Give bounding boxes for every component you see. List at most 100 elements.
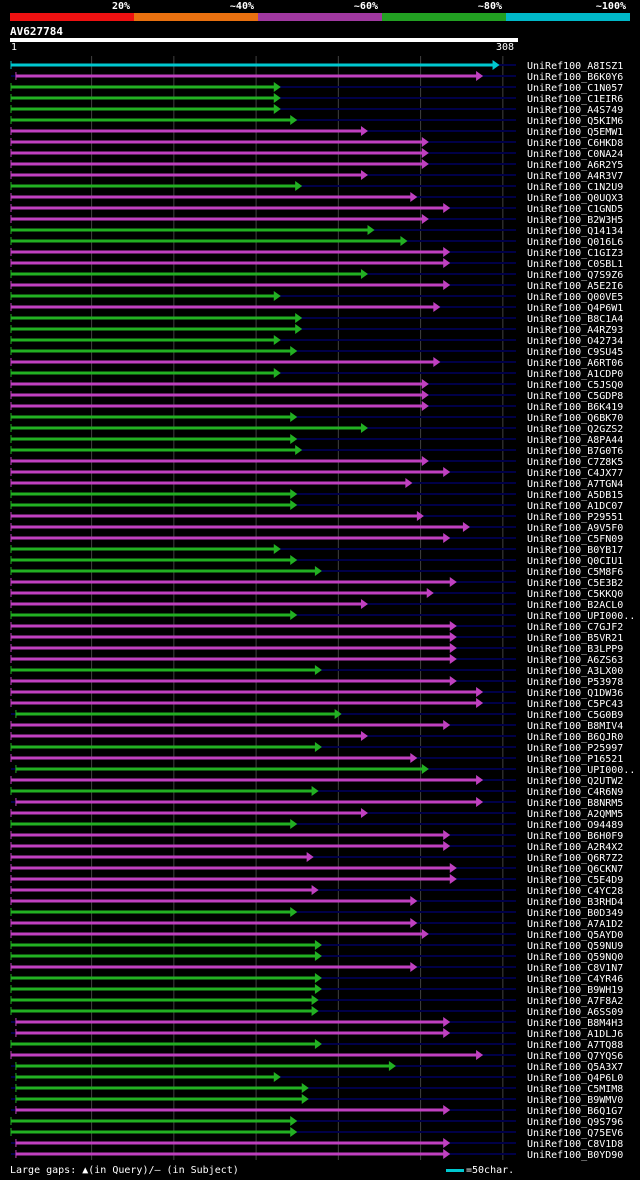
hit-arrow bbox=[290, 1116, 298, 1126]
hit-arrow bbox=[290, 412, 298, 422]
hit-label: UniRef100_B2W3H5 bbox=[527, 215, 623, 226]
hit-arrow bbox=[410, 192, 418, 202]
hit-arrow bbox=[295, 313, 303, 323]
hit-arrow bbox=[367, 225, 375, 235]
hit-arrow bbox=[421, 159, 429, 169]
hit-arrow bbox=[476, 1050, 484, 1060]
hit-arrow bbox=[290, 346, 298, 356]
hit-arrow bbox=[295, 324, 303, 334]
hit-arrow bbox=[301, 1083, 309, 1093]
hit-label: UniRef100_A2R4X2 bbox=[527, 842, 623, 853]
legend-label: ~100% bbox=[595, 1, 626, 12]
hit-label: UniRef100_B7G0T6 bbox=[527, 446, 623, 457]
hit-label: UniRef100_Q6BK70 bbox=[527, 413, 623, 424]
hit-label: UniRef100_C4YC28 bbox=[527, 886, 623, 897]
hit-arrow bbox=[476, 698, 484, 708]
query-bar bbox=[10, 38, 518, 42]
legend-swatch bbox=[382, 13, 506, 21]
hit-label: UniRef100_C0SBL1 bbox=[527, 259, 623, 270]
hit-arrow bbox=[360, 423, 368, 433]
hit-arrow bbox=[273, 335, 281, 345]
hit-arrow bbox=[449, 577, 457, 587]
hit-label: UniRef100_A5DB15 bbox=[527, 490, 623, 501]
hit-label: UniRef100_C5JSQ0 bbox=[527, 380, 623, 391]
hit-label: UniRef100_C8V1D8 bbox=[527, 1139, 623, 1150]
hit-arrow bbox=[295, 445, 303, 455]
hit-arrow bbox=[388, 1061, 396, 1071]
legend-label: ~80% bbox=[477, 1, 502, 12]
hit-arrow bbox=[360, 808, 368, 818]
hit-arrow bbox=[311, 1006, 319, 1016]
legend-swatch bbox=[10, 13, 134, 21]
hit-label: UniRef100_A8PA44 bbox=[527, 435, 623, 446]
hit-label: UniRef100_Q59NU9 bbox=[527, 941, 623, 952]
hit-label: UniRef100_B6K0Y6 bbox=[527, 72, 623, 83]
hit-arrow bbox=[273, 1072, 281, 1082]
hit-label: UniRef100_A7TQ88 bbox=[527, 1040, 623, 1051]
hit-arrow bbox=[421, 214, 429, 224]
hit-arrow bbox=[433, 357, 441, 367]
hit-arrow bbox=[443, 720, 451, 730]
hit-arrow bbox=[314, 940, 322, 950]
hit-arrow bbox=[416, 511, 424, 521]
hit-label: UniRef100_Q7S9Z6 bbox=[527, 270, 623, 281]
query-end-label: 308 bbox=[496, 42, 515, 53]
hit-arrow bbox=[314, 742, 322, 752]
legend-swatch bbox=[258, 13, 382, 21]
hit-label: UniRef100_Q5KIM6 bbox=[527, 116, 623, 127]
hit-arrow bbox=[290, 500, 298, 510]
hit-label: UniRef100_A5E2I6 bbox=[527, 281, 623, 292]
hit-label: UniRef100_Q75EV6 bbox=[527, 1128, 623, 1139]
hit-arrow bbox=[273, 544, 281, 554]
hit-label: UniRef100_B9WH19 bbox=[527, 985, 623, 996]
hit-label: UniRef100_C5KKQ0 bbox=[527, 589, 623, 600]
hit-label: UniRef100_UPI000.. bbox=[527, 611, 635, 622]
hit-arrow bbox=[443, 1149, 451, 1159]
hit-arrow bbox=[273, 82, 281, 92]
hit-arrow bbox=[443, 203, 451, 213]
footer-legend: Large gaps: ▲(in Query)/– (in Subject) bbox=[10, 1165, 239, 1176]
hit-arrow bbox=[290, 115, 298, 125]
hit-label: UniRef100_P25997 bbox=[527, 743, 623, 754]
hit-label: UniRef100_C5PC43 bbox=[527, 699, 623, 710]
hit-arrow bbox=[426, 588, 434, 598]
hit-label: UniRef100_C4R6N9 bbox=[527, 787, 623, 798]
hit-label: UniRef100_B0D349 bbox=[527, 908, 623, 919]
hit-label: UniRef100_A1DLJ6 bbox=[527, 1029, 623, 1040]
hit-arrow bbox=[273, 291, 281, 301]
hit-label: UniRef100_Q4P6W1 bbox=[527, 303, 623, 314]
hit-arrow bbox=[443, 1017, 451, 1027]
hit-label: UniRef100_C1EIR6 bbox=[527, 94, 623, 105]
hit-label: UniRef100_Q7YQS6 bbox=[527, 1051, 623, 1062]
hit-arrow bbox=[301, 1094, 309, 1104]
hit-arrow bbox=[290, 434, 298, 444]
hit-label: UniRef100_B6K419 bbox=[527, 402, 623, 413]
hit-label: UniRef100_B6Q1G7 bbox=[527, 1106, 623, 1117]
hit-arrow bbox=[421, 929, 429, 939]
hit-arrow bbox=[273, 104, 281, 114]
hit-label: UniRef100_C6HKD8 bbox=[527, 138, 623, 149]
query-title: AV627784 bbox=[10, 25, 63, 38]
hit-arrow bbox=[421, 390, 429, 400]
hit-label: UniRef100_A8ISZ1 bbox=[527, 61, 623, 72]
hit-arrow bbox=[273, 368, 281, 378]
hit-label: UniRef100_C1GIZ3 bbox=[527, 248, 623, 259]
hit-label: UniRef100_Q4P6L0 bbox=[527, 1073, 623, 1084]
hit-arrow bbox=[462, 522, 470, 532]
hit-label: UniRef100_C7GJF2 bbox=[527, 622, 623, 633]
hit-label: UniRef100_Q5A3X7 bbox=[527, 1062, 623, 1073]
hit-label: UniRef100_O42734 bbox=[527, 336, 623, 347]
hit-label: UniRef100_C4JX77 bbox=[527, 468, 623, 479]
hit-label: UniRef100_Q00VE5 bbox=[527, 292, 623, 303]
scale-bar-icon bbox=[446, 1168, 464, 1172]
hit-arrow bbox=[443, 830, 451, 840]
hit-label: UniRef100_Q9S796 bbox=[527, 1117, 623, 1128]
hit-arrow bbox=[421, 148, 429, 158]
legend-label: ~40% bbox=[229, 1, 254, 12]
query-start-label: 1 bbox=[11, 42, 18, 53]
hit-label: UniRef100_B5VR21 bbox=[527, 633, 623, 644]
hit-arrow bbox=[334, 709, 342, 719]
hit-label: UniRef100_P29551 bbox=[527, 512, 623, 523]
legend-swatch bbox=[506, 13, 630, 21]
